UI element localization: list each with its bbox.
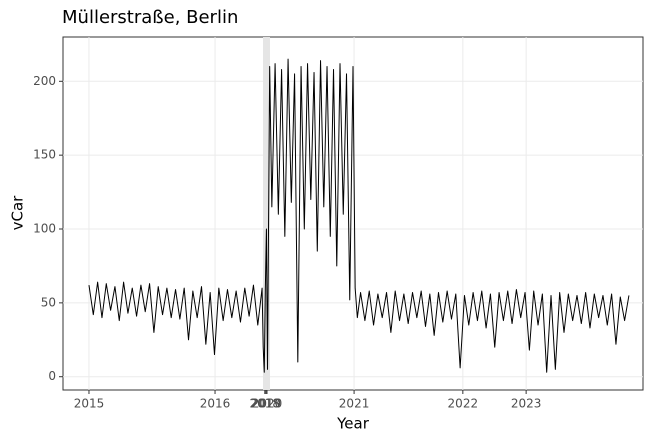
y-tick-label: 200: [33, 74, 56, 88]
y-tick-label: 50: [41, 295, 56, 309]
x-tick-label: 2023: [511, 397, 542, 411]
x-axis-label: Year: [336, 415, 370, 433]
x-tick-label: 2016: [200, 397, 231, 411]
highlight-band: [263, 37, 270, 390]
x-tick-label: 2019: [251, 397, 282, 411]
chart-title: Müllerstraße, Berlin: [62, 7, 238, 28]
x-tick-label: 2020: [252, 397, 283, 411]
y-tick-label: 0: [48, 369, 56, 383]
x-tick-label: 2022: [448, 397, 479, 411]
x-tick-label: 2015: [74, 397, 105, 411]
x-tick-label: 2021: [339, 397, 370, 411]
data-line: [88, 58, 630, 373]
y-tick-label: 150: [33, 148, 56, 162]
y-tick-label: 100: [33, 222, 56, 236]
x-tick-label: 2018: [250, 397, 281, 411]
y-axis-label: vCar: [9, 195, 27, 231]
